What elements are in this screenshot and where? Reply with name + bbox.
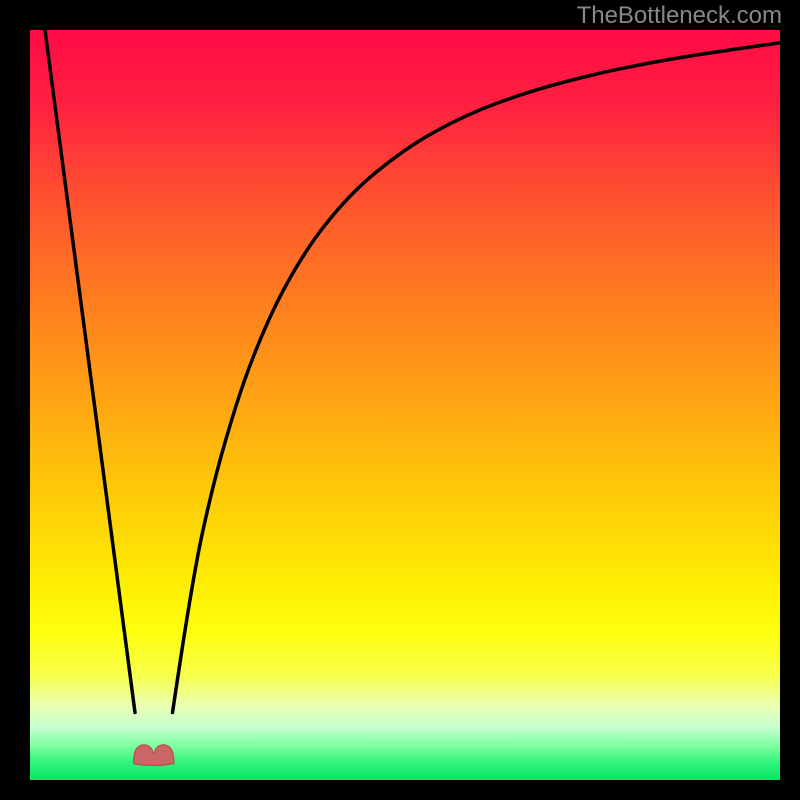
chart-root: TheBottleneck.com [0,0,800,800]
plot-area [30,30,780,780]
plot-svg [30,30,780,780]
gradient-background [30,30,780,780]
watermark-text: TheBottleneck.com [577,2,782,30]
